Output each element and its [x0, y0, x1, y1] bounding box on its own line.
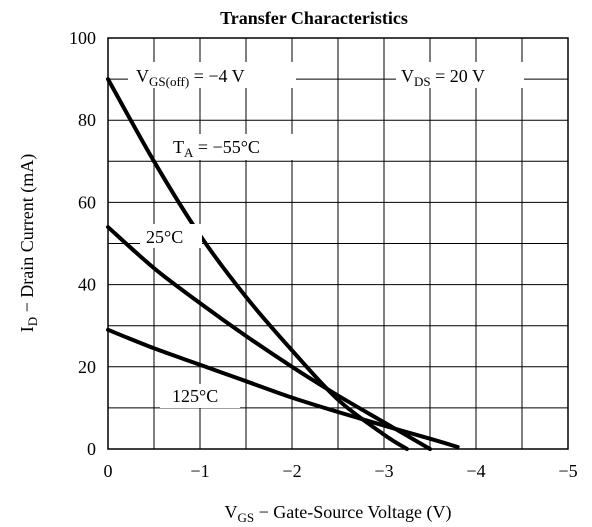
y-tick-label: 0 [87, 439, 96, 459]
x-tick-label: −3 [374, 461, 393, 481]
vds-label-bg [396, 62, 524, 88]
series-line-2 [106, 327, 460, 449]
grid [108, 38, 568, 449]
t125-label: 125°C [172, 386, 218, 406]
series-line-1 [106, 225, 432, 451]
x-axis-label: VGS − Gate-Source Voltage (V) [224, 502, 451, 525]
x-tick-labels: 0 −1 −2 −3 −4 −5 [104, 461, 578, 481]
y-axis-label: ID − Drain Current (mA) [17, 154, 40, 333]
t125-label-bg [160, 384, 240, 408]
t25-label-bg [140, 224, 202, 248]
vgs-off-label-bg [128, 62, 296, 88]
plot-area-border [107, 37, 569, 450]
x-tick-label: −4 [466, 461, 485, 481]
y-tick-label: 100 [69, 28, 96, 48]
series-lines [106, 77, 460, 451]
y-tick-labels: 0 20 40 60 80 100 [69, 28, 96, 459]
chart-title: Transfer Characteristics [220, 8, 408, 28]
y-tick-label: 40 [78, 275, 96, 295]
y-tick-label: 60 [78, 192, 96, 212]
ta-55-label-bg [168, 134, 298, 160]
vds-label: VDS = 20 V [401, 66, 485, 89]
series-line-0 [106, 77, 409, 451]
x-tick-label: −2 [282, 461, 301, 481]
y-tick-label: 80 [78, 110, 96, 130]
x-tick-label: 0 [104, 461, 113, 481]
ta-55-label: TA = −55°C [173, 137, 260, 160]
vgs-off-label: VGS(off) = −4 V [136, 66, 245, 89]
x-tick-label: −5 [558, 461, 577, 481]
t25-label: 25°C [146, 227, 183, 247]
y-tick-label: 20 [78, 357, 96, 377]
x-tick-label: −1 [190, 461, 209, 481]
